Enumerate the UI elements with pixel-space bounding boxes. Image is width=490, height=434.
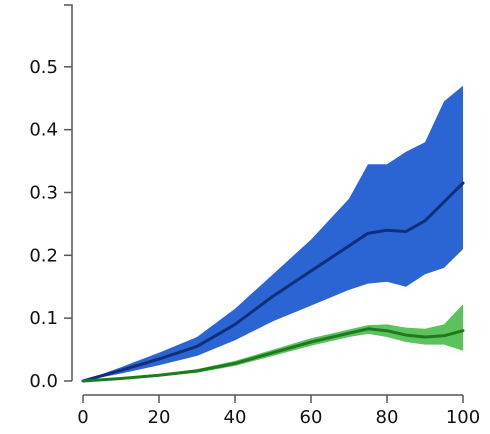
x-axis-ticks: 0 20 40 60 80 100: [77, 395, 480, 428]
series-2-mean-line: [81, 327, 465, 383]
series-lines: [81, 181, 465, 383]
x-tick-label: 40: [224, 407, 247, 428]
y-tick-label: 0.0: [29, 371, 58, 392]
y-tick-label: 0.1: [29, 308, 58, 329]
confidence-bands: [83, 85, 463, 381]
series-1-confidence-band: [83, 85, 463, 381]
y-axis-ticks: 0.0 0.1 0.2 0.3 0.4 0.5: [29, 57, 72, 392]
series-1-mean-line: [81, 181, 465, 383]
y-tick-label: 0.3: [29, 183, 58, 204]
y-tick-label: 0.2: [29, 245, 58, 266]
y-tick-label: 0.4: [29, 120, 58, 141]
y-tick-label: 0.5: [29, 57, 58, 78]
x-tick-label: 0: [77, 407, 88, 428]
x-tick-label: 80: [376, 407, 399, 428]
x-tick-label: 60: [300, 407, 323, 428]
x-tick-label: 100: [446, 407, 480, 428]
x-tick-label: 20: [148, 407, 171, 428]
